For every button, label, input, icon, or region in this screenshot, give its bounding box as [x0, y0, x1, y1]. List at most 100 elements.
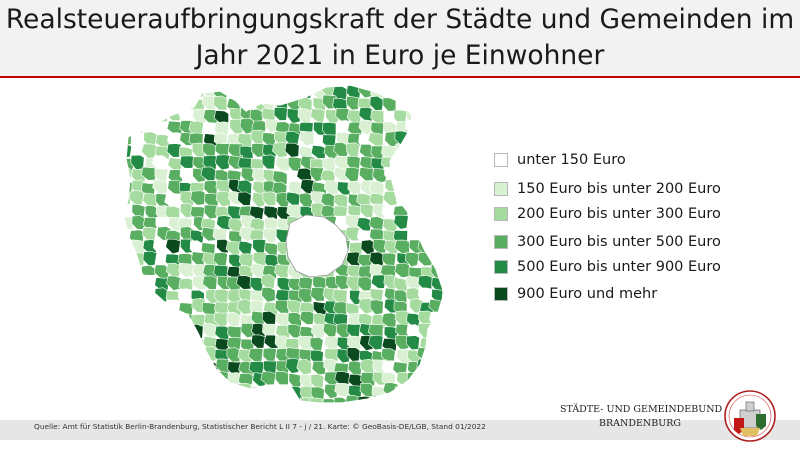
municipality-cell [176, 360, 192, 376]
municipality-cell [130, 322, 145, 338]
municipality-cell [381, 312, 397, 328]
municipality-cell [155, 325, 171, 342]
municipality-cell [124, 253, 135, 269]
municipality-cell [153, 107, 168, 123]
municipality-cell [225, 241, 242, 255]
municipality-cell [286, 108, 301, 124]
municipality-cell [250, 85, 266, 98]
municipality-cell [192, 383, 207, 399]
legend-item: 900 Euro und mehr [494, 284, 657, 304]
municipality-cell [155, 396, 170, 403]
municipality-cell [442, 348, 444, 363]
municipality-cell [261, 154, 276, 170]
legend-label: 900 Euro und mehr [517, 286, 658, 302]
municipality-cell [226, 312, 241, 328]
municipality-cell [393, 277, 408, 292]
municipality-cell [141, 398, 157, 403]
municipality-cell [369, 95, 384, 111]
municipality-cell [418, 119, 433, 135]
municipality-cell [408, 398, 423, 403]
municipality-cell [263, 397, 278, 403]
municipality-cell [394, 85, 409, 99]
municipality-cell [396, 180, 411, 196]
municipality-cell [442, 122, 444, 138]
municipality-cell [271, 142, 288, 158]
municipality-cell [141, 358, 158, 374]
municipality-cell [261, 274, 276, 289]
municipality-cell [167, 359, 182, 374]
legend-item: 500 Euro bis unter 900 Euro [494, 257, 721, 277]
municipality-cell [262, 347, 277, 363]
municipality-cell [124, 395, 134, 403]
municipality-cell [124, 264, 134, 279]
municipality-cell [418, 97, 434, 113]
municipality-cell [237, 191, 252, 206]
municipality-cell [154, 348, 169, 364]
municipality-cell [215, 154, 230, 171]
municipality-cell [236, 299, 252, 315]
municipality-cell [333, 397, 348, 403]
municipality-cell [323, 180, 339, 195]
municipality-cell [142, 251, 158, 267]
municipality-cell [345, 226, 361, 242]
municipality-cell [215, 191, 231, 207]
municipality-cell [443, 397, 444, 403]
municipality-cell [275, 156, 291, 172]
municipality-cell [381, 360, 397, 376]
municipality-cell [262, 191, 277, 207]
municipality-cell [395, 168, 411, 184]
municipality-cell [273, 106, 288, 121]
municipality-cell [237, 396, 253, 403]
municipality-cell [429, 180, 444, 196]
municipality-cell [188, 323, 204, 340]
municipality-cell [299, 130, 315, 146]
municipality-cell [140, 119, 157, 135]
municipality-cell [345, 251, 362, 268]
municipality-cell [446, 109, 450, 123]
municipality-cell [190, 397, 206, 403]
municipality-cell [357, 276, 372, 292]
municipality-cell [192, 108, 207, 124]
municipality-cell [124, 85, 134, 99]
municipality-cell [311, 144, 327, 159]
municipality-cell [168, 395, 183, 403]
municipality-cell [251, 334, 266, 349]
municipality-cell [284, 142, 300, 158]
municipality-cell [130, 310, 145, 327]
municipality-cell [143, 85, 158, 99]
municipality-cell [129, 301, 144, 318]
municipality-cell [358, 298, 374, 315]
municipality-cell [406, 133, 421, 148]
municipality-cell [310, 373, 325, 389]
municipality-cell [443, 130, 444, 146]
municipality-cell [124, 121, 135, 136]
municipality-cell [191, 251, 207, 267]
municipality-cell [154, 335, 169, 352]
municipality-cell [418, 133, 434, 148]
municipality-cell [261, 287, 276, 303]
municipality-cell [431, 85, 444, 97]
municipality-cell [298, 336, 313, 352]
municipality-cell [441, 193, 444, 209]
municipality-cell [167, 348, 184, 365]
municipality-cell [237, 179, 253, 196]
municipality-cell [444, 180, 450, 193]
municipality-cell [360, 239, 376, 255]
municipality-cell [418, 144, 434, 159]
municipality-cell [124, 98, 135, 113]
organization-name-line-1: STÄDTE- UND GEMEINDEBUND [560, 404, 723, 415]
title-divider [0, 76, 800, 78]
municipality-cell [216, 395, 231, 403]
municipality-cell [445, 251, 450, 266]
municipality-cell [335, 108, 350, 122]
municipality-cell [296, 359, 312, 376]
page-title-line-1: Realsteueraufbringungskraft der Städte u… [5, 4, 795, 35]
municipality-cell [214, 325, 230, 341]
berlin-hole [285, 214, 349, 278]
municipality-cell [263, 228, 278, 243]
municipality-cell [178, 313, 194, 330]
municipality-cell [385, 395, 400, 403]
municipality-cell [144, 348, 158, 363]
municipality-cell [124, 289, 135, 306]
legend-swatch [494, 260, 508, 274]
